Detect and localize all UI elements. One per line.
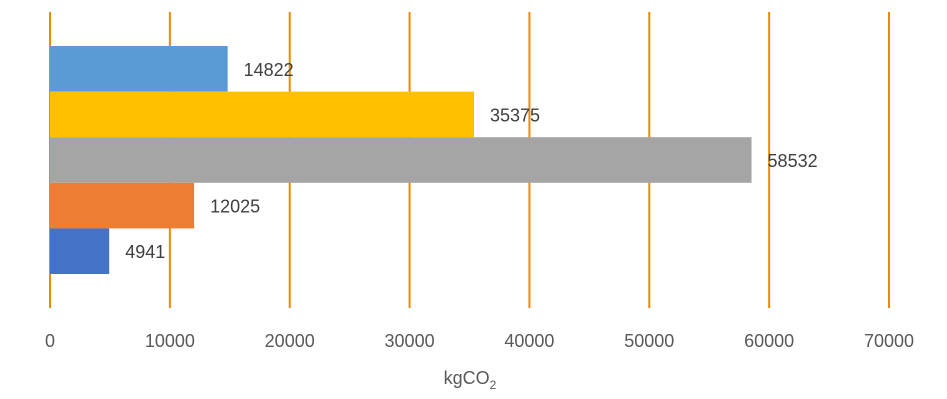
x-tick-label: 30000 bbox=[385, 331, 435, 351]
data-labels: 14822 35375 58532 12025 4941 bbox=[125, 60, 817, 262]
x-tick-label: 10000 bbox=[145, 331, 195, 351]
x-axis-title-text: kgCO bbox=[444, 368, 490, 388]
x-tick-label: 0 bbox=[45, 331, 55, 351]
x-tick-label: 60000 bbox=[744, 331, 794, 351]
bar-value-label: 35375 bbox=[490, 105, 540, 125]
bar-value-label: 4941 bbox=[125, 242, 165, 262]
x-tick-label: 70000 bbox=[864, 331, 914, 351]
bar-value-label: 14822 bbox=[244, 60, 294, 80]
x-axis-title-subscript: 2 bbox=[490, 378, 497, 392]
bar bbox=[50, 46, 228, 92]
x-tick-label: 50000 bbox=[624, 331, 674, 351]
bar bbox=[50, 228, 110, 274]
x-axis-title: kgCO2 bbox=[444, 368, 497, 392]
bar bbox=[50, 182, 195, 229]
bar-value-label: 58532 bbox=[768, 151, 818, 171]
bar bbox=[50, 137, 752, 183]
x-tick-label: 40000 bbox=[504, 331, 554, 351]
bar-value-label: 12025 bbox=[210, 197, 260, 217]
x-tick-label: 20000 bbox=[265, 331, 315, 351]
x-axis-ticks: 0 10000 20000 30000 40000 50000 60000 70000 bbox=[45, 331, 914, 351]
bars bbox=[50, 46, 752, 274]
bar bbox=[50, 91, 474, 138]
